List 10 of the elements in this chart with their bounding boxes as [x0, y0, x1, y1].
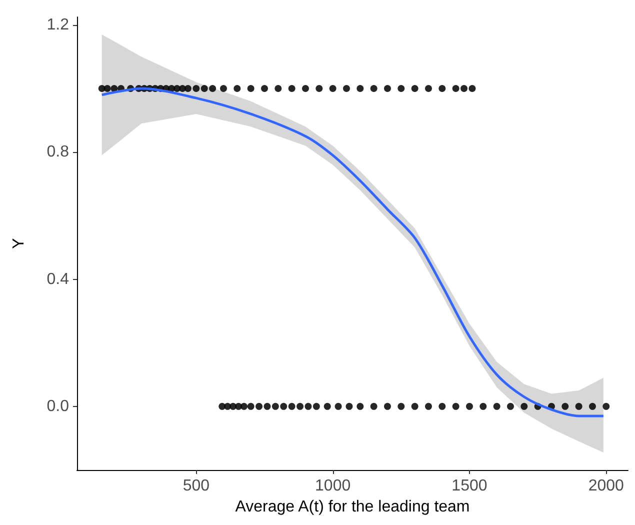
y-tick-label: 1.2 — [46, 16, 70, 34]
y-tick-label: 0.0 — [46, 398, 70, 415]
x-tick-label: 1000 — [315, 478, 351, 494]
x-axis-title: Average A(t) for the leading team — [235, 498, 470, 516]
x-tick-label: 500 — [182, 478, 210, 494]
x-tick-label: 1500 — [452, 478, 488, 494]
y-tick-label: 0.4 — [46, 270, 70, 288]
y-tick-label: 0.8 — [46, 144, 70, 161]
x-tick-label: 2000 — [588, 478, 624, 494]
y-axis-title: Y — [10, 238, 28, 249]
